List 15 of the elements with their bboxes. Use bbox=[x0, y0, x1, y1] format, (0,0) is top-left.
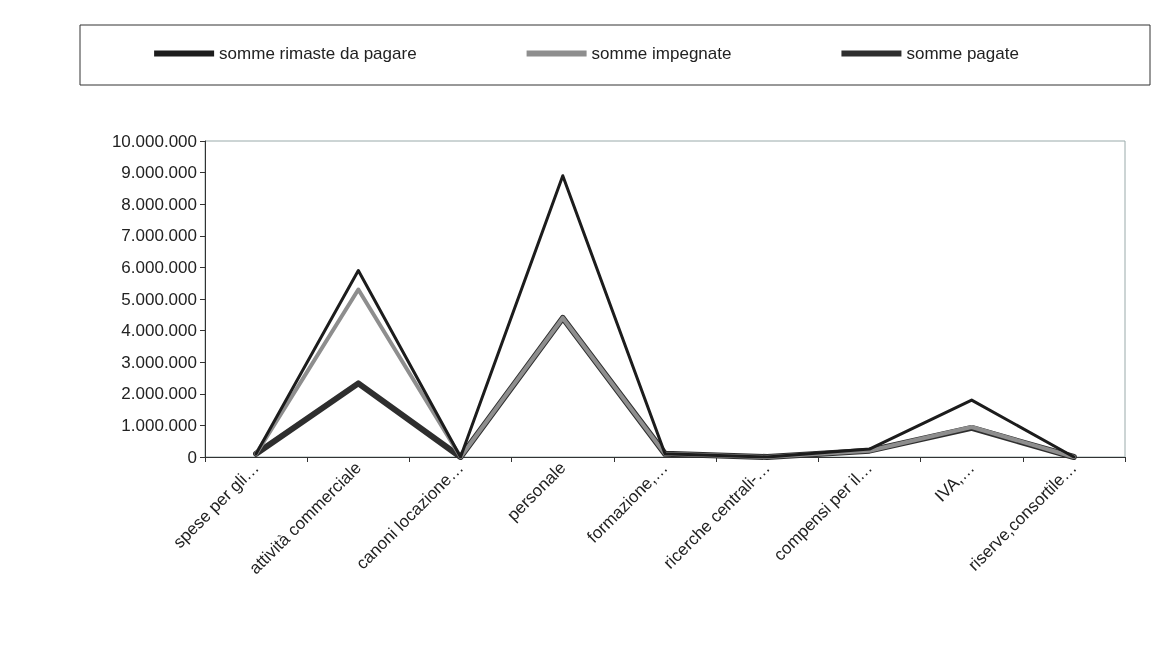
y-tick-label: 2.000.000 bbox=[121, 384, 197, 404]
y-tick-label: 0 bbox=[187, 447, 197, 467]
line-series bbox=[254, 174, 1076, 459]
y-tick-label: 5.000.000 bbox=[121, 289, 197, 309]
legend-label: somme rimaste da pagare bbox=[219, 44, 417, 63]
legend-label: somme pagate bbox=[906, 44, 1019, 63]
y-tick-label: 10.000.000 bbox=[111, 131, 197, 151]
y-tick-label: 9.000.000 bbox=[121, 163, 197, 183]
legend-label: somme impegnate bbox=[591, 44, 732, 63]
y-tick-label: 7.000.000 bbox=[121, 226, 197, 246]
y-tick-label: 1.000.000 bbox=[121, 415, 197, 435]
y-tick-label: 6.000.000 bbox=[121, 257, 197, 277]
y-tick-label: 8.000.000 bbox=[121, 194, 197, 214]
y-tick-label: 3.000.000 bbox=[121, 352, 197, 372]
y-tick-label: 4.000.000 bbox=[121, 321, 197, 341]
